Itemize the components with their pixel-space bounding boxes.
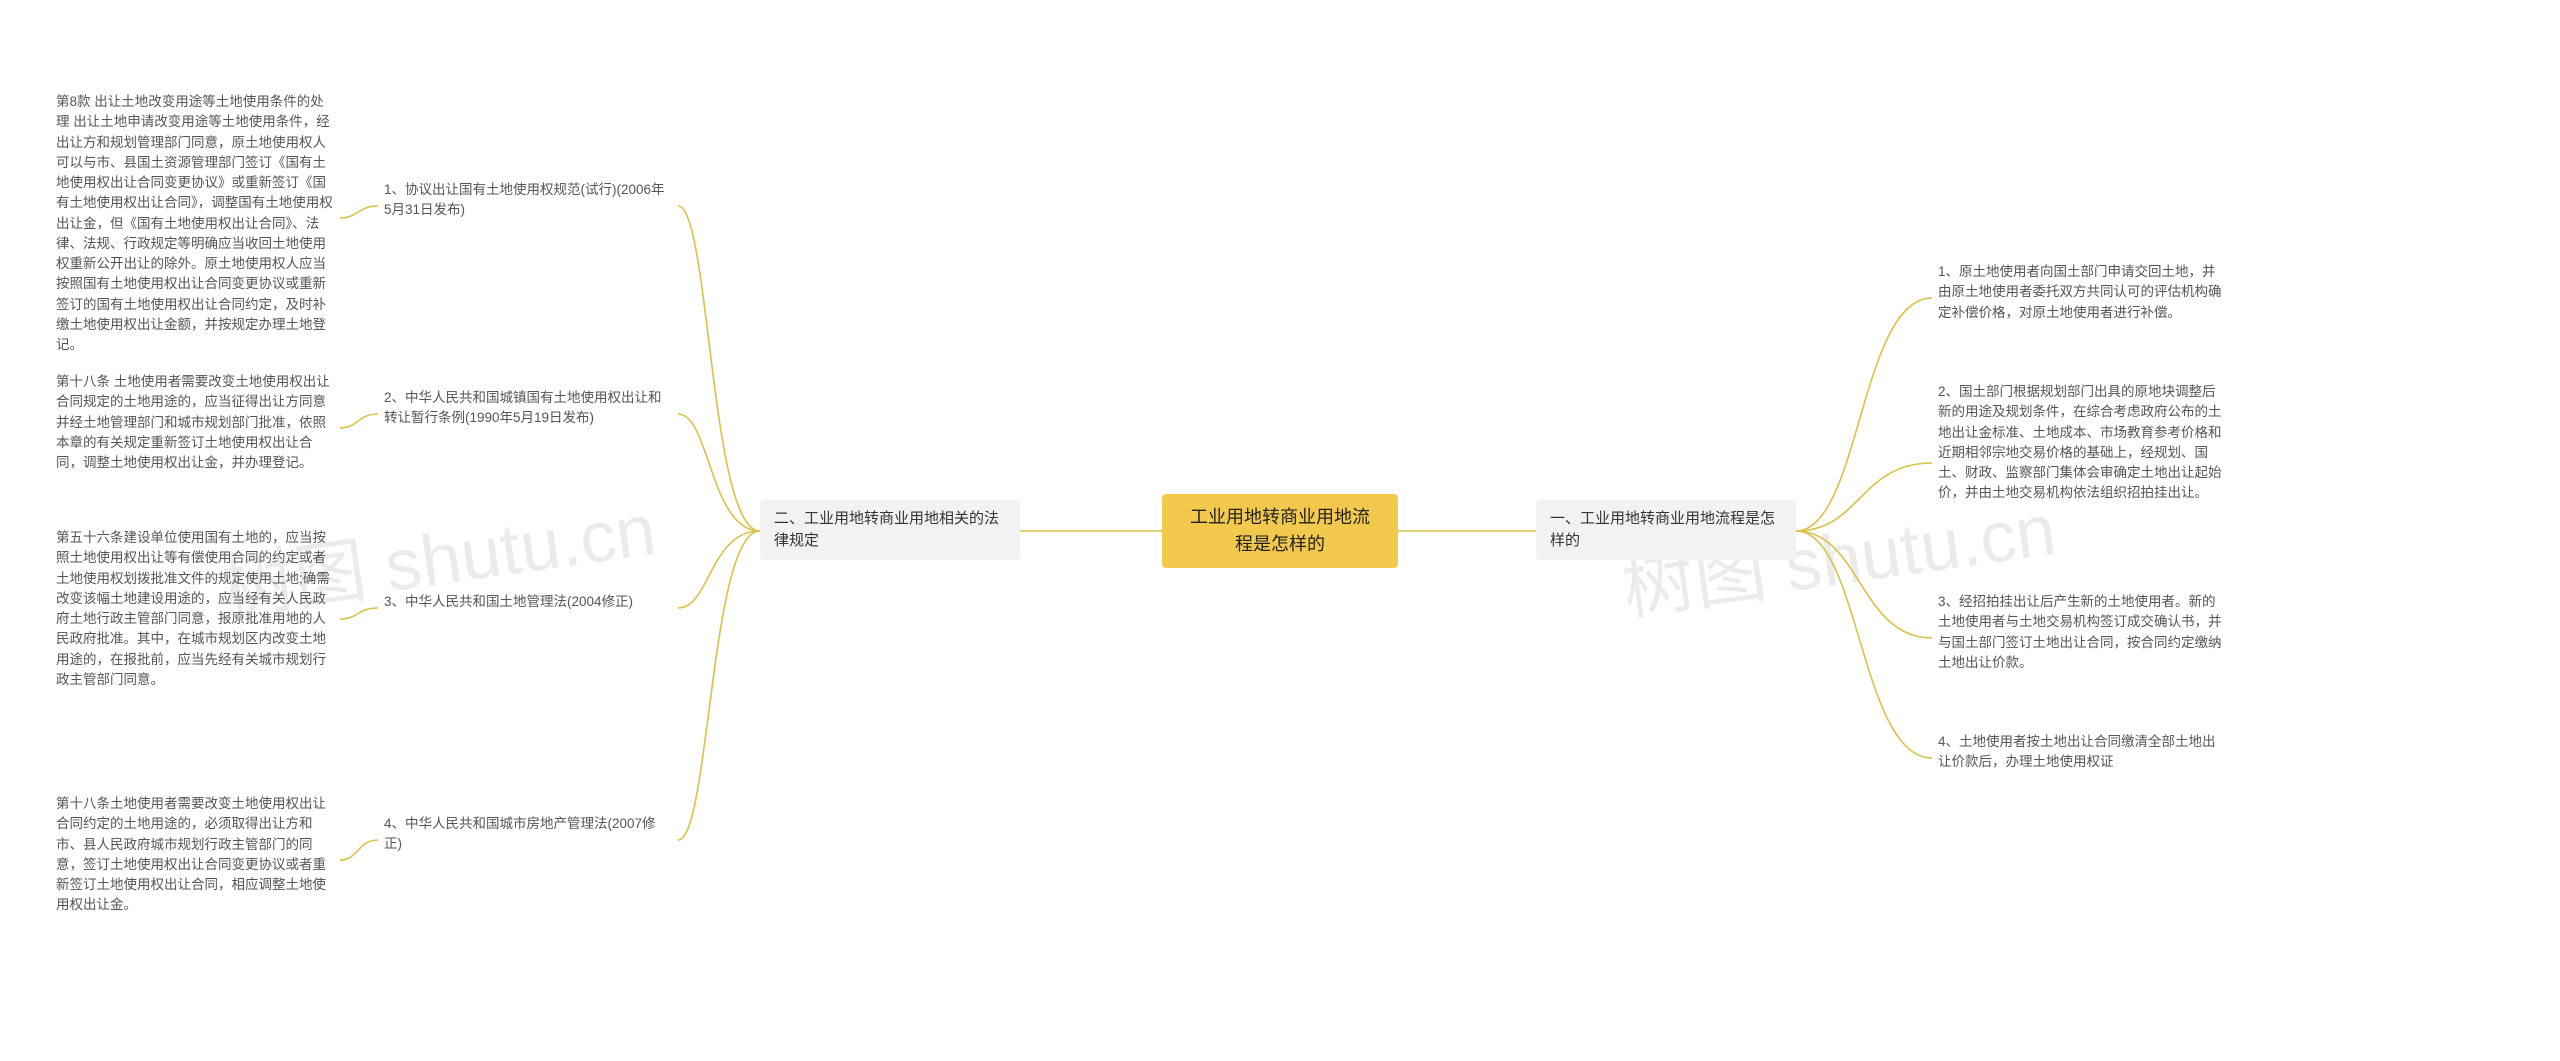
left-detail-3: 第五十六条建设单位使用国有土地的，应当按照土地使用权出让等有偿使用合同的约定或者… <box>50 524 340 694</box>
left-mid-3: 3、中华人民共和国土地管理法(2004修正) <box>378 588 678 616</box>
right-leaf-2: 2、国土部门根据规划部门出具的原地块调整后新的用途及规划条件，在综合考虑政府公布… <box>1932 378 2232 508</box>
left-mid-4: 4、中华人民共和国城市房地产管理法(2007修正) <box>378 810 678 859</box>
left-mid-1: 1、协议出让国有土地使用权规范(试行)(2006年5月31日发布) <box>378 176 678 225</box>
left-detail-4: 第十八条土地使用者需要改变土地使用权出让合同约定的土地用途的，必须取得出让方和市… <box>50 790 340 920</box>
left-mid-2: 2、中华人民共和国城镇国有土地使用权出让和转让暂行条例(1990年5月19日发布… <box>378 384 678 433</box>
right-leaf-1: 1、原土地使用者向国土部门申请交回土地，并由原土地使用者委托双方共同认可的评估机… <box>1932 258 2232 327</box>
right-leaf-3: 3、经招拍挂出让后产生新的土地使用者。新的土地使用者与土地交易机构签订成交确认书… <box>1932 588 2232 677</box>
left-detail-2: 第十八条 土地使用者需要改变土地使用权出让合同规定的土地用途的，应当征得出让方同… <box>50 368 340 477</box>
right-branch[interactable]: 一、工业用地转商业用地流程是怎样的 <box>1536 500 1796 560</box>
left-branch[interactable]: 二、工业用地转商业用地相关的法律规定 <box>760 500 1020 560</box>
root-node[interactable]: 工业用地转商业用地流程是怎样的 <box>1162 494 1398 568</box>
left-detail-1: 第8款 出让土地改变用途等土地使用条件的处理 出让土地申请改变用途等土地使用条件… <box>50 88 340 359</box>
right-leaf-4: 4、土地使用者按土地出让合同缴清全部土地出让价款后，办理土地使用权证 <box>1932 728 2232 777</box>
